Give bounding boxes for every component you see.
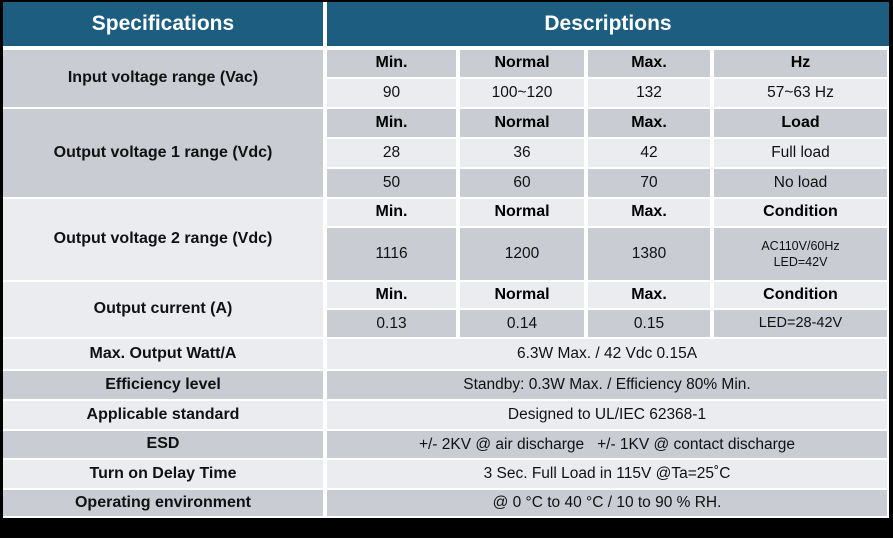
row-label-turn-on-delay-time: Turn on Delay Time [3,460,323,488]
value-cell: 57~63 Hz [714,79,887,107]
table-body: Input voltage range (Vac) Min. Normal Ma… [3,50,889,516]
subheader-max: Max. [588,199,710,226]
value-cell: No load [714,169,887,197]
row-label-output-voltage-2-range: Output voltage 2 range (Vdc) [3,199,323,280]
value-operating-environment: @ 0 °C to 40 °C / 10 to 90 % RH. [327,490,887,516]
value-cell: 100~120 [460,79,584,107]
subheader-normal: Normal [460,199,584,226]
row-label-efficiency-level: Efficiency level [3,371,323,399]
condition-cell: LED=28-42V [714,310,887,337]
specifications-column-header: Specifications [3,2,323,46]
subheader-hz: Hz [714,50,887,77]
row-label-applicable-standard: Applicable standard [3,401,323,429]
subheader-min: Min. [327,282,456,308]
value-cell: 0.15 [588,310,710,337]
value-cell: Full load [714,139,887,167]
row-label-max-output-watt: Max. Output Watt/A [3,339,323,369]
value-cell: 132 [588,79,710,107]
table-header-row: Specifications Descriptions [3,2,889,46]
value-cell: 0.14 [460,310,584,337]
subheader-max: Max. [588,109,710,137]
value-cell: 1116 [327,228,456,280]
value-applicable-standard: Designed to UL/IEC 62368-1 [327,401,887,429]
row-label-input-voltage-range: Input voltage range (Vac) [3,50,323,107]
row-label-output-voltage-1-range: Output voltage 1 range (Vdc) [3,109,323,197]
descriptions-column-header: Descriptions [327,2,889,46]
value-max-output-watt: 6.3W Max. / 42 Vdc 0.15A [327,339,887,369]
value-cell: 42 [588,139,710,167]
subheader-min: Min. [327,50,456,77]
value-cell: 28 [327,139,456,167]
value-efficiency-level: Standby: 0.3W Max. / Efficiency 80% Min. [327,371,887,399]
value-cell: 1200 [460,228,584,280]
value-cell: 1380 [588,228,710,280]
subheader-normal: Normal [460,109,584,137]
subheader-max: Max. [588,282,710,308]
subheader-condition: Condition [714,199,887,226]
value-cell: 50 [327,169,456,197]
subheader-min: Min. [327,109,456,137]
row-label-operating-environment: Operating environment [3,490,323,516]
value-cell: 0.13 [327,310,456,337]
value-cell: 90 [327,79,456,107]
subheader-normal: Normal [460,282,584,308]
subheader-max: Max. [588,50,710,77]
row-label-esd: ESD [3,431,323,458]
value-cell: 36 [460,139,584,167]
row-label-output-current: Output current (A) [3,282,323,337]
subheader-normal: Normal [460,50,584,77]
subheader-condition: Condition [714,282,887,308]
value-cell: 60 [460,169,584,197]
condition-cell: AC110V/60Hz LED=42V [714,228,887,280]
value-turn-on-delay-time: 3 Sec. Full Load in 115V @Ta=25˚C [327,460,887,488]
subheader-load: Load [714,109,887,137]
subheader-min: Min. [327,199,456,226]
value-cell: 70 [588,169,710,197]
value-esd: +/- 2KV @ air discharge +/- 1KV @ contac… [327,431,887,458]
